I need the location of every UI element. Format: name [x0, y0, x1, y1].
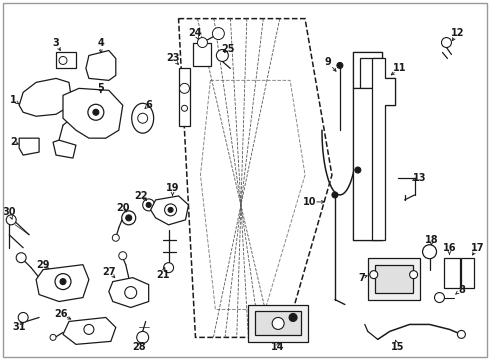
Circle shape	[217, 50, 228, 62]
Polygon shape	[36, 265, 89, 302]
Text: 19: 19	[166, 183, 179, 193]
Text: 7: 7	[359, 273, 365, 283]
Text: 6: 6	[145, 100, 152, 110]
Circle shape	[197, 37, 207, 48]
Circle shape	[138, 113, 147, 123]
Text: 1: 1	[10, 95, 17, 105]
Circle shape	[435, 293, 444, 302]
Circle shape	[93, 109, 99, 115]
Circle shape	[370, 271, 378, 279]
Text: 24: 24	[189, 28, 202, 37]
Circle shape	[337, 62, 343, 68]
Text: 3: 3	[52, 37, 59, 48]
Text: 23: 23	[166, 54, 179, 63]
Polygon shape	[178, 19, 332, 337]
Polygon shape	[86, 50, 116, 80]
Text: 9: 9	[324, 58, 331, 67]
Bar	[194, 42, 211, 67]
Text: 8: 8	[458, 284, 465, 294]
Circle shape	[458, 330, 466, 338]
Circle shape	[55, 274, 71, 289]
Text: 11: 11	[393, 63, 406, 73]
Bar	[178, 68, 191, 126]
Polygon shape	[200, 80, 305, 310]
Text: 20: 20	[116, 203, 129, 213]
Text: 27: 27	[102, 267, 116, 276]
Bar	[248, 305, 308, 342]
Circle shape	[165, 204, 176, 216]
Text: 22: 22	[134, 191, 147, 201]
Circle shape	[125, 287, 137, 298]
Circle shape	[6, 215, 16, 225]
Bar	[375, 265, 413, 293]
Polygon shape	[63, 318, 116, 345]
Bar	[444, 258, 461, 288]
Text: 30: 30	[2, 207, 16, 217]
Text: 2: 2	[10, 137, 17, 147]
Bar	[462, 258, 474, 288]
Circle shape	[179, 84, 190, 93]
Text: 14: 14	[271, 342, 285, 352]
Polygon shape	[372, 58, 394, 240]
Circle shape	[272, 318, 284, 329]
Circle shape	[441, 37, 451, 48]
Circle shape	[16, 253, 26, 263]
Circle shape	[137, 332, 148, 343]
Circle shape	[60, 279, 66, 285]
Bar	[368, 258, 419, 300]
Polygon shape	[19, 138, 39, 155]
Polygon shape	[150, 196, 189, 225]
Circle shape	[181, 105, 188, 111]
Polygon shape	[53, 140, 76, 158]
Text: 21: 21	[156, 270, 170, 280]
Circle shape	[355, 167, 361, 173]
Text: 31: 31	[12, 323, 26, 332]
Circle shape	[88, 104, 104, 120]
Ellipse shape	[132, 103, 154, 133]
Text: 18: 18	[425, 235, 439, 245]
Circle shape	[119, 252, 127, 260]
Text: 25: 25	[221, 44, 235, 54]
Circle shape	[50, 334, 56, 340]
Circle shape	[122, 211, 136, 225]
Circle shape	[146, 202, 151, 207]
Bar	[56, 53, 76, 68]
Circle shape	[422, 245, 437, 259]
Polygon shape	[19, 78, 71, 116]
Circle shape	[289, 314, 297, 321]
Polygon shape	[109, 278, 148, 307]
Text: 15: 15	[391, 342, 404, 352]
Polygon shape	[353, 53, 382, 88]
Circle shape	[126, 215, 132, 221]
Circle shape	[143, 199, 155, 211]
Circle shape	[168, 207, 173, 212]
Circle shape	[332, 192, 338, 198]
Bar	[255, 311, 301, 336]
Text: 12: 12	[451, 28, 464, 37]
Circle shape	[18, 312, 28, 323]
Text: 10: 10	[303, 197, 317, 207]
Text: 16: 16	[442, 243, 456, 253]
Circle shape	[164, 263, 173, 273]
Polygon shape	[63, 88, 123, 138]
Text: 26: 26	[54, 310, 68, 319]
Polygon shape	[353, 88, 382, 240]
Circle shape	[410, 271, 417, 279]
Circle shape	[112, 234, 119, 241]
Circle shape	[84, 324, 94, 334]
Text: 13: 13	[413, 173, 426, 183]
Text: 4: 4	[98, 37, 104, 48]
Text: 29: 29	[36, 260, 50, 270]
Text: 17: 17	[470, 243, 484, 253]
Text: 5: 5	[98, 84, 104, 93]
Circle shape	[212, 28, 224, 40]
Text: 28: 28	[132, 342, 146, 352]
Circle shape	[59, 57, 67, 64]
